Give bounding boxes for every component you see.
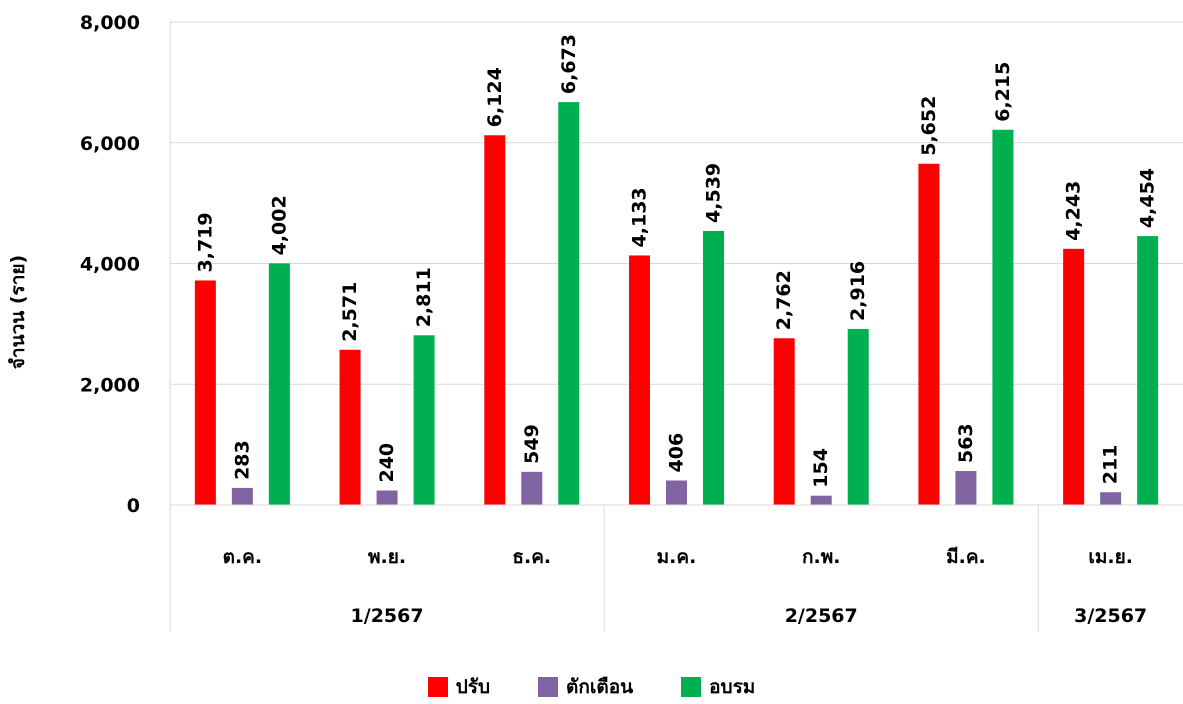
category-label: เม.ย. [1088, 546, 1133, 568]
legend-label-warning: ตักเตือน [566, 676, 634, 698]
data-label: 549 [521, 424, 543, 464]
y-tick-label: 0 [127, 495, 140, 517]
category-label: ม.ค. [657, 546, 697, 568]
bar [1100, 492, 1122, 505]
bar [231, 487, 253, 505]
y-tick-label: 4,000 [80, 254, 140, 276]
legend-item-training: อบรม [681, 672, 755, 702]
bar [1137, 236, 1159, 505]
category-label: พ.ย. [368, 546, 406, 568]
bar [992, 129, 1014, 505]
bar [847, 328, 869, 505]
group-label: 3/2567 [1074, 605, 1147, 627]
bar [268, 263, 290, 505]
bar-chart: 0 2,000 4,000 6,000 8,000 3,719 2,571 6,124 4,1… [7, 12, 1183, 632]
bar [413, 335, 435, 505]
y-tick-label: 6,000 [80, 133, 140, 155]
data-label: 154 [810, 448, 832, 488]
bar [955, 471, 977, 505]
legend-swatch-warning [538, 677, 559, 697]
data-labels: 3,719 2,571 6,124 4,133 2,762 5,652 4,243 283 24… [194, 34, 1158, 488]
data-label: 5,652 [918, 96, 940, 156]
bar [1063, 248, 1085, 506]
bar [484, 135, 506, 506]
legend-item-fine: ปรับ [427, 672, 491, 702]
bar [194, 280, 216, 505]
data-label: 4,133 [629, 187, 651, 247]
legend-label-fine: ปรับ [455, 676, 491, 698]
bar [918, 163, 940, 505]
y-axis-ticks: 0 2,000 4,000 6,000 8,000 [80, 12, 140, 517]
legend-item-warning: ตักเตือน [538, 672, 633, 702]
data-label: 2,811 [413, 267, 435, 327]
bars [194, 102, 1159, 506]
data-label: 6,673 [558, 34, 580, 94]
data-label: 2,916 [847, 261, 869, 321]
bar [376, 490, 398, 505]
data-label: 6,124 [484, 67, 506, 127]
data-label: 3,719 [194, 212, 216, 272]
bar [339, 349, 361, 505]
data-label: 563 [955, 423, 977, 463]
category-label: ก.พ. [802, 546, 840, 568]
data-label: 240 [376, 443, 398, 483]
legend-label-training: อบรม [709, 676, 756, 698]
data-label: 211 [1100, 445, 1122, 485]
category-label: ธ.ค. [512, 546, 551, 568]
bar [810, 495, 832, 505]
y-axis-label: จำนวน (ราย) [7, 255, 29, 369]
data-label: 2,762 [773, 270, 795, 330]
category-label: มี.ค. [946, 546, 986, 568]
data-label: 6,215 [992, 62, 1014, 122]
gridlines [170, 21, 1183, 385]
bar [666, 480, 687, 505]
data-label: 406 [666, 433, 688, 473]
y-tick-label: 2,000 [80, 374, 140, 396]
legend: ปรับ ตักเตือน อบรม [0, 672, 1183, 702]
bar [521, 471, 543, 505]
data-label: 4,243 [1063, 181, 1085, 241]
legend-swatch-fine [427, 677, 448, 697]
bar [558, 102, 580, 506]
bar [703, 230, 724, 505]
category-label: ต.ค. [223, 546, 262, 568]
y-tick-label: 8,000 [80, 12, 140, 34]
data-label: 4,454 [1137, 168, 1159, 228]
group-label: 1/2567 [351, 605, 424, 627]
bar [773, 338, 795, 505]
legend-swatch-training [681, 677, 702, 697]
data-label: 283 [231, 440, 253, 480]
bar [629, 255, 650, 505]
group-label: 2/2567 [785, 605, 858, 627]
x-axis: ต.ค. พ.ย. ธ.ค. ม.ค. ก.พ. มี.ค. เม.ย. 1/2567 2/25… [169, 22, 1183, 632]
data-label: 2,571 [339, 282, 361, 342]
data-label: 4,002 [268, 195, 290, 255]
data-label: 4,539 [703, 163, 725, 223]
